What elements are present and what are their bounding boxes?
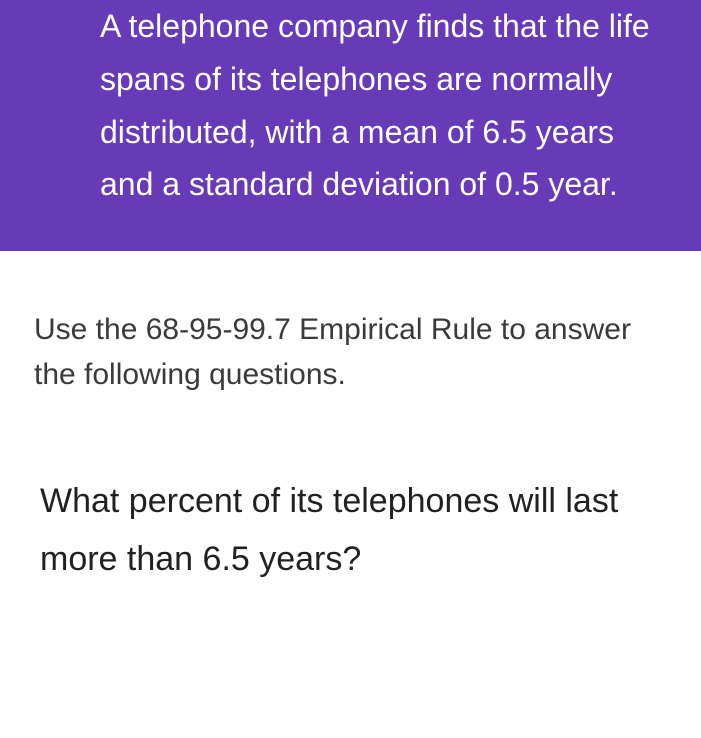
- problem-statement-text: A telephone company finds that the life …: [100, 8, 650, 202]
- question-text: What percent of its telephones will last…: [40, 482, 618, 578]
- problem-header-panel: A telephone company finds that the life …: [0, 0, 701, 251]
- instruction-text: Use the 68-95-99.7 Empirical Rule to ans…: [34, 313, 631, 391]
- question-panel: What percent of its telephones will last…: [0, 417, 701, 609]
- instruction-panel: Use the 68-95-99.7 Empirical Rule to ans…: [0, 251, 701, 417]
